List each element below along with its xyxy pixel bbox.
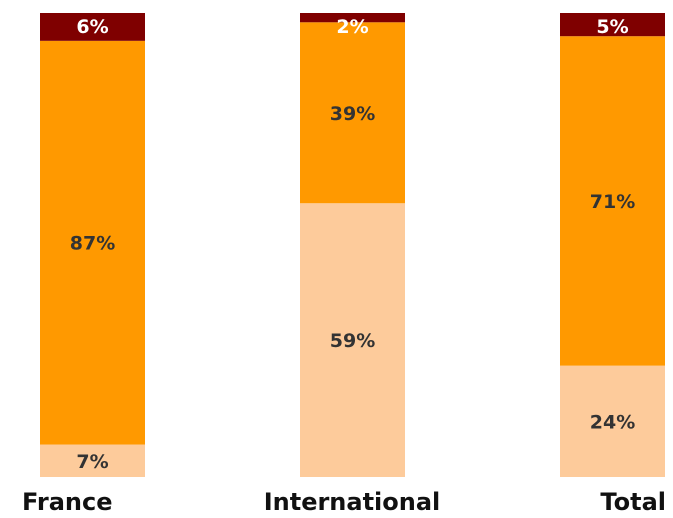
- value-label-international-0: 59%: [330, 330, 375, 352]
- category-label-international: International: [264, 488, 441, 513]
- value-label-france-0: 7%: [76, 451, 108, 473]
- bars-layer: [40, 13, 665, 478]
- value-label-total-0: 24%: [590, 411, 635, 433]
- value-label-international-2: 2%: [336, 16, 368, 38]
- bar-segment-international-2: [300, 13, 405, 23]
- bar-segment-total-0: [560, 365, 665, 477]
- value-label-total-1: 71%: [590, 191, 635, 213]
- bar-segment-international-0: [300, 203, 405, 478]
- category-label-total: Total: [600, 488, 666, 513]
- bar-segment-france-2: [40, 13, 145, 41]
- bar-segment-total-1: [560, 36, 665, 366]
- value-label-france-2: 6%: [76, 16, 108, 38]
- bar-segment-france-1: [40, 40, 145, 445]
- category-labels: France International Total: [22, 488, 666, 516]
- category-label-france: France: [22, 488, 112, 513]
- bar-segment-france-0: [40, 444, 145, 477]
- value-label-france-1: 87%: [70, 233, 115, 255]
- value-label-total-2: 5%: [596, 16, 628, 38]
- labels-layer: 7% 87% 6% 59% 39% 2% 24% 71% 5%: [70, 16, 635, 473]
- value-label-international-1: 39%: [330, 103, 375, 125]
- bar-segment-total-2: [560, 13, 665, 37]
- bar-segment-international-1: [300, 22, 405, 204]
